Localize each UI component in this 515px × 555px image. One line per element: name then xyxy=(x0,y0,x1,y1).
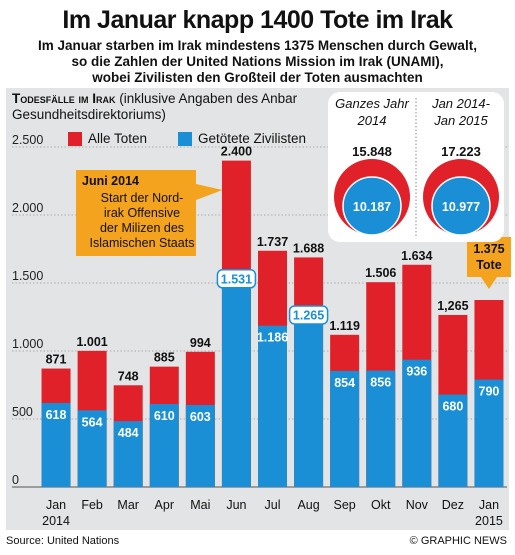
civilian-label-11: 680 xyxy=(442,400,463,414)
jan2015-callout-line-1: Tote xyxy=(476,258,502,272)
bar-civilian-4 xyxy=(185,404,215,487)
x-tick-label-0: Jan xyxy=(46,498,66,512)
june-callout-line-0: Start der Nord- xyxy=(101,191,184,205)
total-label-10: 1.634 xyxy=(401,249,432,263)
civilian-label-5: 1.531 xyxy=(221,272,252,286)
jan2015-callout-pointer xyxy=(480,277,497,289)
civilian-label-9: 856 xyxy=(370,376,391,390)
total-label-11: 1,265 xyxy=(437,299,468,313)
bar-civilian-6 xyxy=(258,325,287,487)
bar-civilian-3 xyxy=(149,404,179,487)
x-tick-label-7: Aug xyxy=(297,498,319,512)
civilian-label-2: 484 xyxy=(118,426,139,440)
total-label-8: 1.119 xyxy=(329,319,360,333)
summary-year-label-1: 2014 xyxy=(357,113,387,128)
summary-year-total: 15.848 xyxy=(352,144,392,159)
jan2015-callout-line-0: 1.375 xyxy=(473,242,504,256)
subtitle-line-3: wobei Zivilisten den Großteil der Toten … xyxy=(92,70,423,85)
june-callout-title: Juni 2014 xyxy=(82,174,139,188)
total-label-1: 1.001 xyxy=(76,335,107,349)
bar-civilian-8 xyxy=(330,370,360,487)
x-tick-label-4: Mai xyxy=(190,498,210,512)
legend-label-total: Alle Toten xyxy=(88,131,148,146)
legend-swatch-total xyxy=(68,131,82,146)
legend-swatch-civilian xyxy=(178,131,192,146)
jan2015-callout-box xyxy=(466,237,511,277)
total-label-2: 748 xyxy=(118,369,139,383)
june-callout-box xyxy=(76,170,196,256)
chart-title: Todesfälle im Irak (inklusive Angaben de… xyxy=(12,91,312,123)
x-tick-label-10: Nov xyxy=(406,498,429,512)
x-tick-label-11: Dez xyxy=(442,498,464,512)
june-callout-line-1: irak Offensive xyxy=(104,206,180,220)
june-callout-pointer xyxy=(196,184,223,200)
civilian-label-7: 1.265 xyxy=(293,308,324,322)
x-tick-label-8: Sep xyxy=(334,498,356,512)
civilian-label-10: 936 xyxy=(406,365,427,379)
x-tick-label-5: Jun xyxy=(226,498,246,512)
total-label-9: 1.506 xyxy=(365,266,396,280)
total-label-0: 871 xyxy=(46,353,67,367)
total-label-7: 1.688 xyxy=(293,241,324,255)
y-tick-label-500: 500 xyxy=(12,405,33,419)
chart-title-rest: (inklusive Angaben des Anbar Gesundheits… xyxy=(12,91,298,122)
total-label-6: 1.737 xyxy=(257,235,288,249)
y-tick-label-0: 0 xyxy=(12,473,19,487)
summary-range-label-0: Jan 2014- xyxy=(431,96,490,111)
summary-year-civilians: 10.187 xyxy=(353,200,391,214)
bar-civilian-10 xyxy=(402,359,432,487)
x-tick-label-9: Okt xyxy=(371,498,391,512)
copyright-note: © GRAPHIC NEWS xyxy=(409,535,507,547)
legend-label-civilian: Getötete Zivilisten xyxy=(198,131,307,146)
y-tick-label-2500: 2.500 xyxy=(12,133,43,147)
chart-title-bold: Todesfälle im Irak xyxy=(12,91,116,106)
civilian-pill-5 xyxy=(216,269,257,289)
bar-civilian-0 xyxy=(41,402,71,487)
bar-civilian-1 xyxy=(77,410,107,487)
summary-range-civilians: 10.977 xyxy=(442,200,480,214)
bar-civilian-2 xyxy=(113,421,143,487)
civilian-label-12: 790 xyxy=(479,385,500,399)
civilian-label-1: 564 xyxy=(82,415,103,429)
civilian-label-4: 603 xyxy=(190,410,211,424)
civilian-label-8: 854 xyxy=(334,376,355,390)
june-callout-line-3: Islamischen Staats xyxy=(90,236,195,250)
bar-civilian-7 xyxy=(294,314,324,487)
subtitle-line-1: Im Januar starben im Irak mindestens 137… xyxy=(38,38,477,53)
x-year-label-12: 2015 xyxy=(475,514,503,528)
y-tick-label-2000: 2.000 xyxy=(12,201,43,215)
june-callout-line-2: der Milizen des xyxy=(100,221,184,235)
civilian-label-0: 618 xyxy=(46,408,67,422)
bar-civilian-12 xyxy=(474,379,504,487)
x-tick-label-3: Apr xyxy=(155,498,174,512)
page-title: Im Januar knapp 1400 Tote im Irak xyxy=(62,6,453,34)
y-tick-label-1500: 1.500 xyxy=(12,269,43,283)
bar-civilian-11 xyxy=(438,394,468,487)
x-tick-label-6: Jul xyxy=(265,498,281,512)
civilian-label-6: 1.186 xyxy=(257,331,288,345)
summary-year-civilian-circle xyxy=(342,176,402,236)
page-subtitle: Im Januar starben im Irak mindestens 137… xyxy=(0,38,515,86)
x-tick-label-2: Mar xyxy=(117,498,139,512)
x-tick-label-12: Jan xyxy=(479,498,499,512)
civilian-label-3: 610 xyxy=(154,409,175,423)
total-label-4: 994 xyxy=(190,336,211,350)
summary-year-label-0: Ganzes Jahr xyxy=(335,96,409,111)
subtitle-line-2: so die Zahlen der United Nations Mission… xyxy=(71,54,444,69)
summary-range-label-1: Jan 2015 xyxy=(433,113,488,128)
summary-range-civilian-circle xyxy=(431,176,491,236)
civilian-pill-7 xyxy=(288,305,329,325)
summary-range-total: 17.223 xyxy=(441,144,481,159)
y-tick-label-1000: 1.000 xyxy=(12,337,43,351)
source-note: Source: United Nations xyxy=(6,535,120,547)
bar-civilian-9 xyxy=(366,370,396,487)
x-year-label-0: 2014 xyxy=(42,514,70,528)
x-tick-label-1: Feb xyxy=(81,498,103,512)
legend-item-civilian: Getötete Zivilisten xyxy=(178,131,306,146)
total-label-5: 2.400 xyxy=(221,145,252,159)
legend-item-total: Alle Toten xyxy=(68,131,147,146)
bar-civilian-5 xyxy=(221,278,251,487)
total-label-3: 885 xyxy=(154,351,175,365)
